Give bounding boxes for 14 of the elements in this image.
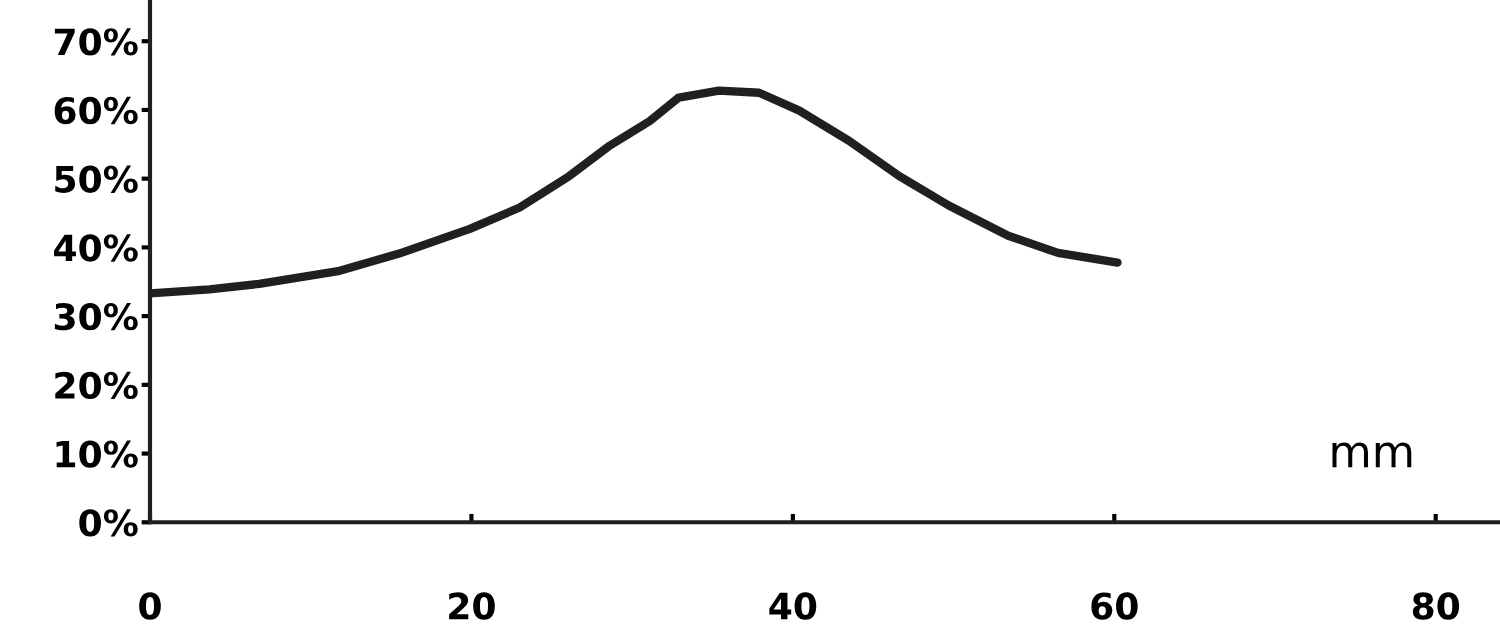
x-tick-label: 60 xyxy=(1091,592,1138,620)
y-tick-label: 50% xyxy=(55,165,138,193)
x-tick-label: 40 xyxy=(769,592,817,620)
x-axis-title: mm xyxy=(1332,442,1412,468)
y-tick-label: 0% xyxy=(79,509,138,537)
x-tick-label: 80 xyxy=(1412,592,1460,620)
y-tick-label: 10% xyxy=(56,440,138,468)
x-tick-label: 20 xyxy=(449,592,495,620)
y-tick-label: 30% xyxy=(54,303,138,331)
y-tick-label: 20% xyxy=(55,371,138,400)
y-tick-label: 40% xyxy=(54,234,138,262)
y-tick-label: 70% xyxy=(54,28,138,56)
y-tick-label: 60% xyxy=(54,96,138,125)
x-tick-label: 0 xyxy=(139,592,161,620)
